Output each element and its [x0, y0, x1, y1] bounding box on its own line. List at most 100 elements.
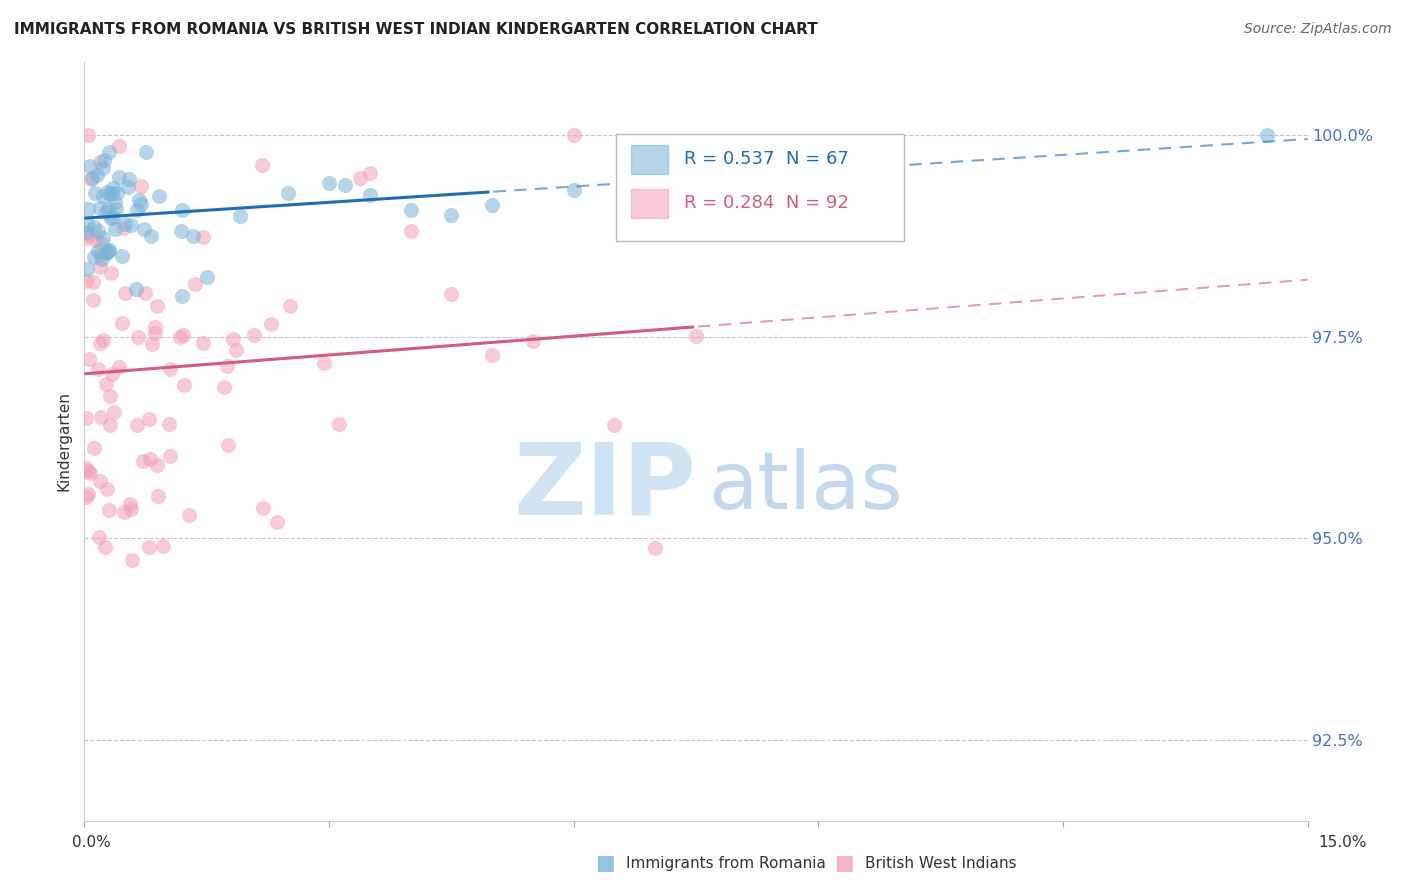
Point	[260, 317, 283, 331]
Text: ZIP: ZIP	[513, 439, 696, 535]
Point	[93, 161, 115, 175]
Point	[96, 483, 118, 497]
Text: 15.0%: 15.0%	[1319, 836, 1367, 850]
Point	[481, 349, 503, 363]
Point	[191, 230, 214, 244]
Point	[117, 180, 139, 194]
Text: ■: ■	[834, 854, 853, 873]
Point	[125, 282, 148, 296]
Point	[134, 286, 156, 301]
Point	[807, 142, 830, 156]
Point	[111, 317, 134, 331]
Point	[128, 193, 150, 207]
Text: atlas: atlas	[709, 448, 903, 526]
Point	[83, 250, 105, 264]
Point	[94, 205, 117, 219]
Point	[114, 217, 136, 231]
Text: ■: ■	[595, 854, 614, 873]
Point	[108, 139, 131, 153]
Point	[100, 211, 122, 225]
Point	[90, 248, 112, 262]
Point	[77, 487, 100, 501]
Y-axis label: Kindergarten: Kindergarten	[56, 392, 72, 491]
Point	[139, 452, 162, 467]
Point	[89, 201, 111, 215]
Point	[86, 224, 108, 238]
Point	[75, 490, 97, 504]
Point	[82, 275, 104, 289]
Text: IMMIGRANTS FROM ROMANIA VS BRITISH WEST INDIAN KINDERGARTEN CORRELATION CHART: IMMIGRANTS FROM ROMANIA VS BRITISH WEST …	[14, 22, 818, 37]
Point	[91, 252, 114, 267]
Point	[90, 235, 112, 250]
Point	[82, 170, 104, 185]
Point	[169, 330, 191, 344]
Point	[97, 145, 120, 160]
Point	[138, 411, 160, 425]
Point	[562, 183, 585, 197]
Point	[84, 186, 107, 201]
Point	[359, 166, 381, 180]
Point	[101, 180, 124, 194]
Point	[145, 320, 167, 334]
Point	[399, 224, 422, 238]
Point	[118, 498, 141, 512]
Point	[108, 170, 131, 185]
Point	[96, 376, 118, 391]
Point	[266, 515, 288, 529]
Point	[77, 464, 100, 478]
Point	[100, 367, 122, 381]
Point	[111, 220, 134, 235]
Point	[112, 505, 135, 519]
Text: Immigrants from Romania: Immigrants from Romania	[626, 856, 825, 871]
Point	[118, 172, 141, 186]
Point	[644, 213, 666, 227]
Point	[76, 262, 98, 277]
Point	[278, 299, 301, 313]
Point	[91, 231, 114, 245]
Point	[481, 197, 503, 211]
Point	[83, 220, 105, 235]
Text: R = 0.284  N = 92: R = 0.284 N = 92	[683, 194, 849, 211]
Text: 0.0%: 0.0%	[72, 836, 111, 850]
Point	[250, 158, 273, 172]
Point	[766, 136, 789, 151]
Point	[120, 219, 142, 233]
Point	[243, 327, 266, 342]
Point	[159, 362, 181, 376]
Point	[103, 221, 125, 235]
Point	[129, 196, 152, 211]
Point	[87, 244, 110, 259]
Point	[132, 453, 155, 467]
Point	[77, 228, 100, 243]
Point	[89, 335, 111, 350]
Point	[75, 274, 97, 288]
Point	[89, 154, 111, 169]
Point	[335, 178, 357, 193]
Point	[328, 417, 350, 432]
Point	[148, 489, 170, 503]
Point	[644, 541, 666, 556]
Point	[440, 208, 463, 222]
Point	[212, 380, 235, 394]
Point	[152, 539, 174, 553]
Point	[75, 411, 97, 425]
Text: R = 0.537  N = 67: R = 0.537 N = 67	[683, 150, 849, 168]
Point	[685, 329, 707, 343]
Point	[89, 474, 111, 488]
Point	[399, 202, 422, 217]
Point	[125, 202, 148, 217]
Text: Source: ZipAtlas.com: Source: ZipAtlas.com	[1244, 22, 1392, 37]
Bar	[631, 145, 668, 174]
Point	[132, 222, 155, 236]
Point	[172, 328, 194, 343]
Point	[172, 203, 194, 218]
Point	[191, 335, 214, 350]
Point	[90, 409, 112, 424]
Point	[120, 502, 142, 516]
Point	[111, 249, 134, 263]
Point	[105, 186, 128, 201]
Point	[146, 299, 169, 313]
Point	[127, 417, 149, 432]
Point	[79, 159, 101, 173]
Point	[127, 330, 149, 344]
